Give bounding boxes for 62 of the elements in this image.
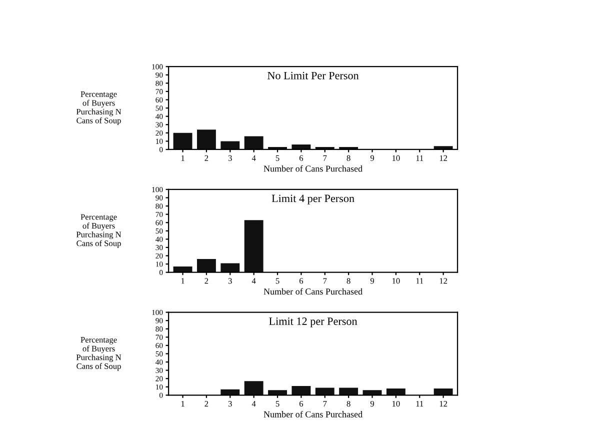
bar bbox=[244, 220, 264, 272]
bar bbox=[292, 144, 311, 150]
bar bbox=[220, 141, 240, 150]
x-tick-label: 5 bbox=[276, 401, 280, 407]
x-tick-label: 3 bbox=[228, 155, 232, 161]
x-tick-label: 2 bbox=[204, 400, 208, 406]
x-tick-label: 5 bbox=[276, 155, 280, 161]
x-tick-label: 9 bbox=[370, 155, 374, 161]
x-tick-label: 8 bbox=[346, 155, 350, 161]
bar bbox=[315, 388, 334, 396]
x-tick-label: 8 bbox=[346, 278, 350, 284]
y-axis-title: Percentage of Buyers Purchasing N Cans of Soup bbox=[76, 214, 122, 248]
x-tick-label: 5 bbox=[276, 278, 280, 284]
x-tick-label: 7 bbox=[323, 401, 327, 406]
bar bbox=[292, 386, 311, 396]
x-tick-label: 4 bbox=[252, 278, 256, 284]
x-tick-label: 2 bbox=[204, 155, 208, 161]
chart-subtitle: No Limit Per Person bbox=[268, 72, 359, 80]
x-tick-label: 10 bbox=[392, 278, 400, 284]
x-axis-title: Number of Cans Purchased bbox=[264, 165, 362, 172]
x-axis-title: Number of Cans Purchased bbox=[264, 288, 362, 295]
y-axis-title: Percentage of Buyers Purchasing N Cans of Soup bbox=[76, 337, 122, 371]
x-tick-label: 4 bbox=[252, 155, 256, 161]
x-tick-label: 12 bbox=[440, 278, 448, 284]
y-axis-title: Percentage of Buyers Purchasing N Cans of Soup bbox=[76, 91, 122, 126]
x-tick-label: 1 bbox=[181, 278, 184, 284]
x-tick-label: 1 bbox=[181, 400, 184, 406]
x-tick-label: 7 bbox=[323, 278, 327, 284]
bar bbox=[386, 388, 406, 396]
x-tick-label: 1 bbox=[181, 155, 184, 161]
x-tick-label: 12 bbox=[440, 400, 448, 406]
bar bbox=[268, 390, 287, 396]
x-tick-label: 3 bbox=[228, 400, 232, 407]
x-tick-label: 6 bbox=[299, 278, 304, 284]
bar bbox=[244, 136, 264, 150]
bar bbox=[339, 388, 358, 396]
x-tick-label: 10 bbox=[392, 155, 400, 161]
bar bbox=[196, 130, 216, 150]
bar bbox=[434, 146, 453, 150]
x-tick-label: 11 bbox=[416, 278, 424, 284]
x-tick-label: 6 bbox=[299, 400, 304, 407]
bar bbox=[173, 266, 192, 272]
bar bbox=[196, 259, 216, 272]
x-tick-label: 3 bbox=[228, 278, 232, 284]
x-tick-label: 12 bbox=[440, 155, 448, 161]
x-tick-label: 2 bbox=[204, 278, 208, 284]
bar bbox=[173, 132, 192, 150]
bar bbox=[434, 388, 453, 396]
x-tick-label: 11 bbox=[416, 155, 424, 161]
x-tick-label: 4 bbox=[252, 401, 256, 406]
x-axis-title: Number of Cans Purchased bbox=[264, 410, 362, 418]
x-tick-label: 9 bbox=[370, 278, 374, 284]
bar bbox=[220, 263, 240, 272]
chart-subtitle: Limit 12 per Person bbox=[269, 318, 358, 328]
x-tick-label: 10 bbox=[392, 400, 400, 407]
bar bbox=[244, 381, 264, 396]
chart-subtitle: Limit 4 per Person bbox=[272, 194, 354, 204]
x-tick-label: 8 bbox=[346, 400, 350, 407]
x-tick-label: 6 bbox=[299, 155, 304, 161]
x-tick-label: 7 bbox=[323, 155, 327, 161]
x-tick-label: 9 bbox=[370, 400, 374, 407]
x-tick-label: 11 bbox=[416, 400, 424, 406]
